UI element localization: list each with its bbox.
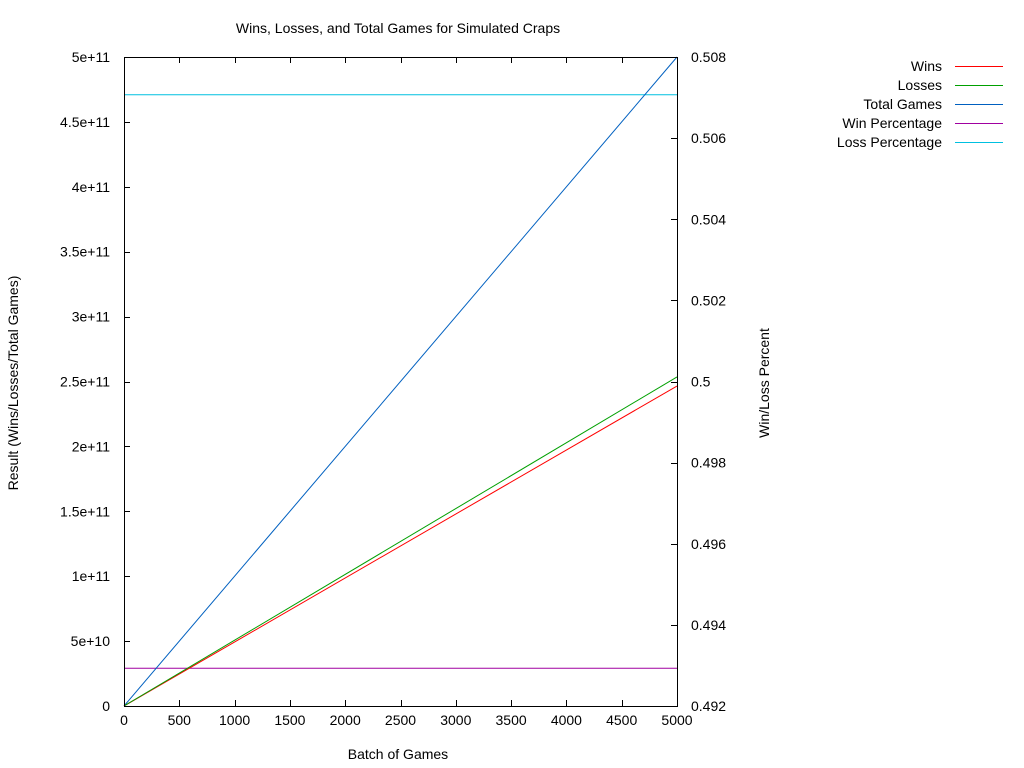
y-tick-label: 2.5e+11 xyxy=(60,374,110,390)
y-tick-label: 5e+10 xyxy=(71,633,111,649)
series-line-wins xyxy=(123,385,678,707)
x-tick-label: 4000 xyxy=(551,712,582,728)
y2-tick-label: 0.498 xyxy=(691,455,726,471)
legend-label-win-percentage: Win Percentage xyxy=(842,115,942,131)
x-tick-label: 2000 xyxy=(330,712,361,728)
x-tick-label: 5000 xyxy=(661,712,692,728)
y-tick-label: 4e+11 xyxy=(72,179,110,195)
y2-tick-label: 0.496 xyxy=(691,536,726,552)
legend-label-loss-percentage: Loss Percentage xyxy=(837,134,942,150)
series-line-losses xyxy=(123,376,678,707)
y-tick-label: 2e+11 xyxy=(72,438,110,454)
plot-frame xyxy=(124,57,678,707)
chart-title: Wins, Losses, and Total Games for Simula… xyxy=(236,20,560,36)
y-tick-label: 0 xyxy=(102,698,110,714)
y-tick-label: 1e+11 xyxy=(72,568,110,584)
x-tick-label: 500 xyxy=(168,712,192,728)
x-tick-label: 3500 xyxy=(496,712,527,728)
y2-tick-label: 0.508 xyxy=(691,49,726,65)
y2-tick-label: 0.504 xyxy=(691,211,726,227)
y-tick-label: 3.5e+11 xyxy=(60,244,110,260)
x-tick-label: 3000 xyxy=(440,712,471,728)
x-axis-label: Batch of Games xyxy=(348,746,448,762)
x-tick-label: 2500 xyxy=(385,712,416,728)
y2-tick-label: 0.492 xyxy=(691,698,726,714)
y2-tick-label: 0.502 xyxy=(691,292,726,308)
y-axis-label: Result (Wins/Losses/Total Games) xyxy=(5,276,21,491)
y2-tick-label: 0.5 xyxy=(691,374,711,390)
y2-tick-label: 0.494 xyxy=(691,617,726,633)
y-tick-label: 3e+11 xyxy=(72,309,110,325)
y2-tick-label: 0.506 xyxy=(691,130,726,146)
x-tick-label: 1500 xyxy=(274,712,305,728)
series-line-total-games xyxy=(123,56,678,707)
y-tick-label: 5e+11 xyxy=(72,49,110,65)
legend-label-wins: Wins xyxy=(911,58,942,74)
y-tick-label: 1.5e+11 xyxy=(60,503,110,519)
y-tick-label: 4.5e+11 xyxy=(60,114,110,130)
x-tick-label: 4500 xyxy=(606,712,637,728)
legend-label-losses: Losses xyxy=(898,77,942,93)
x-tick-label: 0 xyxy=(120,712,128,728)
x-tick-label: 1000 xyxy=(219,712,250,728)
y2-axis-label: Win/Loss Percent xyxy=(756,328,772,438)
legend-label-total-games: Total Games xyxy=(863,96,942,112)
